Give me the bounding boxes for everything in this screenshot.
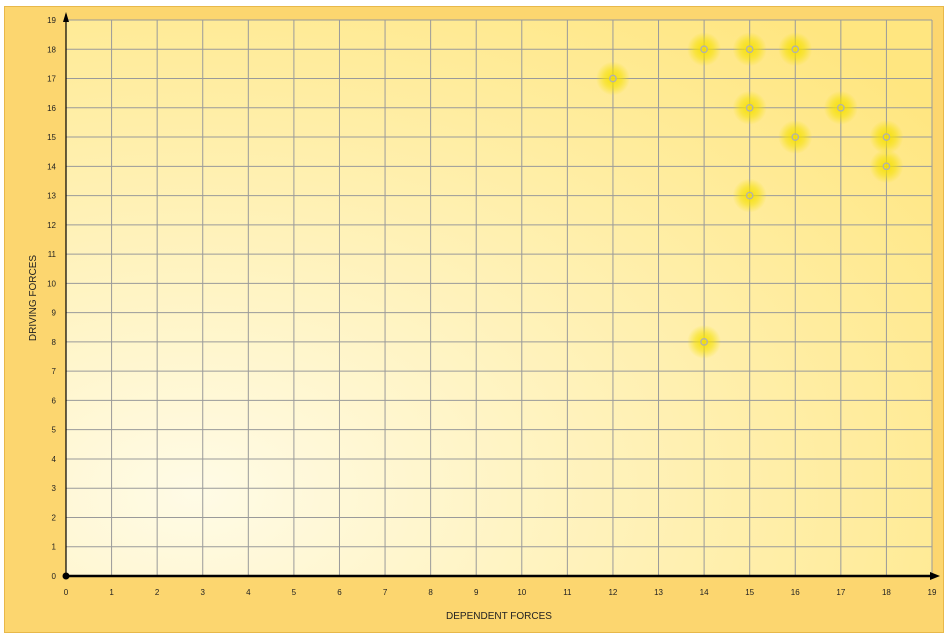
x-tick-label: 8 (428, 588, 433, 597)
point-glow (732, 32, 767, 67)
y-tick-label: 12 (47, 221, 56, 230)
y-tick-label: 6 (52, 396, 57, 405)
point-marker (745, 191, 754, 200)
y-tick-label: 14 (47, 162, 56, 171)
y-tick-label: 16 (47, 104, 56, 113)
x-tick-label: 19 (928, 588, 937, 597)
x-tick-label: 11 (563, 588, 572, 597)
data-point (869, 120, 904, 155)
y-tick-label: 13 (47, 192, 56, 201)
data-point (595, 61, 630, 96)
x-tick-label: 0 (64, 588, 69, 597)
data-points (595, 32, 904, 359)
origin-dot (62, 572, 70, 580)
point-glow (869, 120, 904, 155)
point-marker (700, 338, 708, 346)
point-glow (732, 90, 767, 125)
x-tick-label: 2 (155, 588, 160, 597)
y-tick-label: 5 (52, 426, 57, 435)
y-tick-label: 2 (52, 513, 57, 522)
plot-area (66, 20, 932, 576)
y-axis-arrow (63, 12, 69, 22)
x-tick-label: 7 (383, 588, 388, 597)
y-tick-label: 3 (52, 484, 57, 493)
tick-labels: 0 1 2 3 4 5 6 7 8 9 10 11 12 13 14 15 16 17 18 190123456789… (47, 16, 937, 597)
y-tick-label: 7 (52, 367, 57, 376)
point-marker (745, 45, 754, 54)
x-tick-label: 15 (745, 588, 754, 597)
x-tick-label: 14 (700, 588, 709, 597)
x-tick-label: 5 (292, 588, 297, 597)
point-marker (836, 103, 845, 112)
data-point (687, 32, 722, 67)
point-glow (778, 120, 813, 155)
x-tick-label: 6 (337, 588, 342, 597)
point-glow (687, 32, 722, 67)
point-marker (791, 133, 800, 141)
point-glow (778, 32, 813, 67)
data-point (778, 120, 813, 155)
y-tick-label: 1 (52, 543, 57, 552)
point-marker (791, 45, 800, 54)
y-tick-label: 10 (47, 279, 56, 288)
data-point (732, 90, 767, 125)
x-tick-label: 13 (654, 588, 663, 597)
point-marker (882, 133, 891, 141)
x-tick-label: 16 (791, 588, 800, 597)
point-glow (687, 324, 722, 359)
data-point (687, 324, 722, 359)
point-marker (882, 162, 891, 171)
data-point (778, 32, 813, 67)
point-marker (609, 74, 617, 83)
x-axis-title: DEPENDENT FORCES (446, 611, 552, 622)
y-tick-label: 17 (47, 75, 56, 84)
y-tick-label: 9 (52, 309, 57, 318)
y-tick-label: 18 (47, 45, 56, 54)
axes (62, 12, 940, 580)
x-tick-label: 10 (517, 588, 526, 597)
y-tick-label: 0 (52, 572, 57, 581)
x-tick-label: 3 (201, 588, 206, 597)
data-point (823, 90, 858, 125)
y-tick-label: 19 (47, 16, 56, 25)
point-glow (732, 178, 767, 213)
y-tick-label: 4 (52, 455, 57, 464)
point-marker (700, 45, 708, 54)
x-tick-label: 18 (882, 588, 891, 597)
x-tick-label: 1 (109, 588, 114, 597)
data-point (732, 178, 767, 213)
point-marker (745, 103, 754, 112)
y-tick-label: 11 (48, 250, 57, 259)
point-glow (595, 61, 630, 96)
x-tick-label: 12 (608, 588, 617, 597)
point-glow (869, 149, 904, 184)
point-glow (823, 90, 858, 125)
data-point (869, 149, 904, 184)
x-axis-arrow (930, 572, 940, 580)
x-tick-label: 9 (474, 588, 479, 597)
x-tick-label: 4 (246, 588, 251, 597)
y-tick-label: 15 (47, 133, 56, 142)
data-point (732, 32, 767, 67)
y-axis-title: DRIVING FORCES (28, 255, 39, 341)
x-tick-label: 17 (836, 588, 845, 597)
y-tick-label: 8 (52, 338, 57, 347)
